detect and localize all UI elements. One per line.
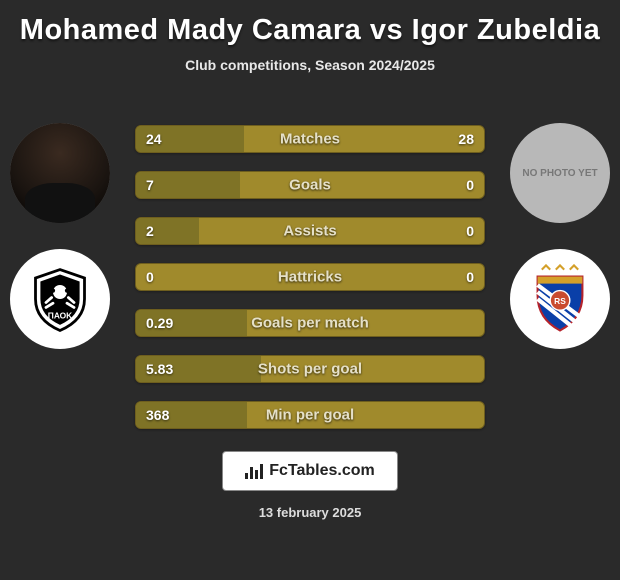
stat-label: Hattricks <box>136 269 484 286</box>
stat-value-right: 0 <box>466 177 474 193</box>
stat-value-left: 2 <box>146 223 154 239</box>
brand-badge: FcTables.com <box>222 451 398 491</box>
no-photo-placeholder: NO PHOTO YET <box>522 168 597 179</box>
stat-row: 368Min per goal <box>135 401 485 429</box>
stat-value-right: 0 <box>466 223 474 239</box>
brand-text: FcTables.com <box>269 462 375 480</box>
stat-row: 0 0Hattricks <box>135 263 485 291</box>
stat-value-left: 24 <box>146 131 162 147</box>
svg-text:ΠΑΟΚ: ΠΑΟΚ <box>48 311 72 321</box>
stat-value-left: 0.29 <box>146 315 173 331</box>
stat-value-left: 7 <box>146 177 154 193</box>
comparison-panel: NO PHOTO YET ΠΑΟΚ RS 24 28 <box>0 101 620 441</box>
paok-logo-icon: ΠΑΟΚ <box>25 264 95 334</box>
stat-row: 20Assists <box>135 217 485 245</box>
page-title: Mohamed Mady Camara vs Igor Zubeldia <box>0 14 620 47</box>
stat-value-left: 5.83 <box>146 361 173 377</box>
stat-row: 5.83Shots per goal <box>135 355 485 383</box>
player-right-avatar: NO PHOTO YET <box>510 123 610 223</box>
stat-row: 70Goals <box>135 171 485 199</box>
brand-logo-icon <box>245 463 263 479</box>
stat-value-left: 0 <box>146 269 154 285</box>
player-face-icon <box>10 123 110 223</box>
subtitle: Club competitions, Season 2024/2025 <box>0 57 620 73</box>
club-left-logo: ΠΑΟΚ <box>10 249 110 349</box>
svg-text:RS: RS <box>554 296 566 306</box>
stat-row: 2428Matches <box>135 125 485 153</box>
player-left-avatar <box>10 123 110 223</box>
date-label: 13 february 2025 <box>0 505 620 520</box>
stat-value-right: 0 <box>466 269 474 285</box>
stat-row: 0.29Goals per match <box>135 309 485 337</box>
stat-value-right: 28 <box>458 131 474 147</box>
stat-value-left: 368 <box>146 407 169 423</box>
real-sociedad-logo-icon: RS <box>525 264 595 334</box>
stat-bars: 2428Matches70Goals20Assists00Hattricks0.… <box>135 125 485 447</box>
club-right-logo: RS <box>510 249 610 349</box>
